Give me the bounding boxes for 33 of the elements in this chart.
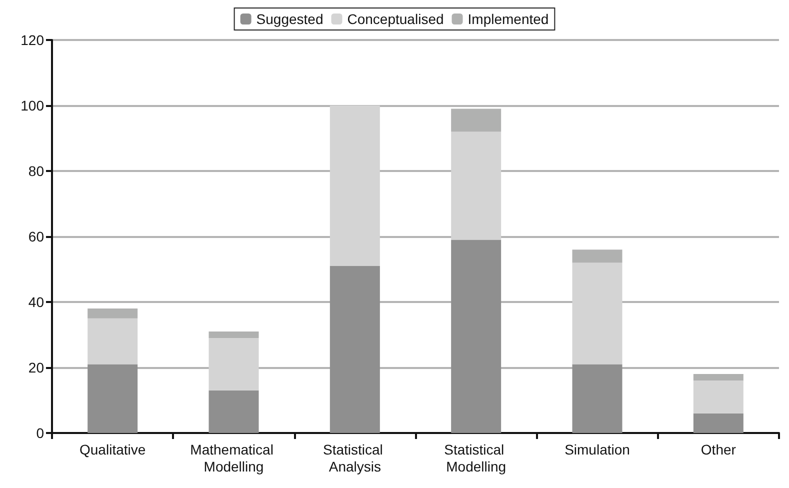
- bar: [572, 364, 622, 433]
- y-tick-label: 0: [36, 425, 44, 441]
- bar: [208, 331, 259, 338]
- bar: [330, 106, 380, 266]
- bar: [88, 364, 138, 433]
- bar: [693, 374, 744, 381]
- bar: [451, 108, 502, 132]
- legend-label: Conceptualised: [347, 11, 444, 27]
- bar: [693, 413, 744, 433]
- legend-label: Implemented: [468, 11, 549, 27]
- y-tick-label: 80: [28, 163, 44, 179]
- x-tick-label: Mathematical Modelling: [190, 442, 278, 474]
- legend-label: Suggested: [256, 11, 324, 27]
- y-tick-label: 100: [20, 98, 44, 114]
- y-tick-label: 20: [28, 360, 44, 376]
- x-tick-label: Statistical Modelling: [444, 442, 508, 474]
- bar: [88, 308, 138, 318]
- bar: [208, 338, 259, 390]
- bar: [451, 132, 502, 240]
- x-tick-label: Simulation: [564, 442, 630, 458]
- bar: [693, 380, 744, 414]
- bar: [572, 250, 622, 263]
- bar: [208, 390, 259, 433]
- x-tick-label: Qualitative: [80, 442, 146, 458]
- x-tick-label: Other: [700, 442, 736, 458]
- bar: [451, 240, 502, 433]
- bar: [330, 266, 380, 433]
- x-tick-label: Statistical Analysis: [323, 442, 387, 474]
- bar: [88, 318, 138, 364]
- y-tick-label: 120: [20, 32, 44, 48]
- bar: [572, 262, 622, 364]
- y-tick-label: 40: [28, 294, 44, 310]
- y-tick-label: 60: [28, 228, 44, 244]
